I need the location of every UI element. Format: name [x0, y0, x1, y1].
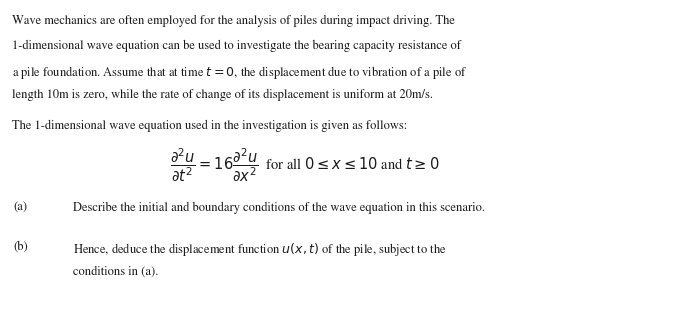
Text: 1-dimensional wave equation can be used to investigate the bearing capacity resi: 1-dimensional wave equation can be used …	[12, 39, 461, 52]
Text: Wave mechanics are often employed for the analysis of piles during impact drivin: Wave mechanics are often employed for th…	[12, 14, 455, 27]
Text: (a): (a)	[14, 202, 28, 213]
Text: Hence, deduce the displacement function $u(x,t)$ of the pile, subject to the: Hence, deduce the displacement function …	[73, 241, 447, 258]
Text: conditions in (a).: conditions in (a).	[73, 266, 158, 278]
Text: length 10m is zero, while the rate of change of its displacement is uniform at 2: length 10m is zero, while the rate of ch…	[12, 89, 433, 101]
Text: $\dfrac{\partial^2 u}{\partial t^2}$$=16\dfrac{\partial^2 u}{\partial x^2}$  for: $\dfrac{\partial^2 u}{\partial t^2}$$=16…	[170, 146, 439, 184]
Text: (b): (b)	[14, 241, 28, 253]
Text: a pile foundation. Assume that at time $t=0$, the displacement due to vibration : a pile foundation. Assume that at time $…	[12, 64, 467, 81]
Text: The 1-dimensional wave equation used in the investigation is given as follows:: The 1-dimensional wave equation used in …	[12, 119, 408, 132]
Text: Describe the initial and boundary conditions of the wave equation in this scenar: Describe the initial and boundary condit…	[73, 202, 485, 214]
